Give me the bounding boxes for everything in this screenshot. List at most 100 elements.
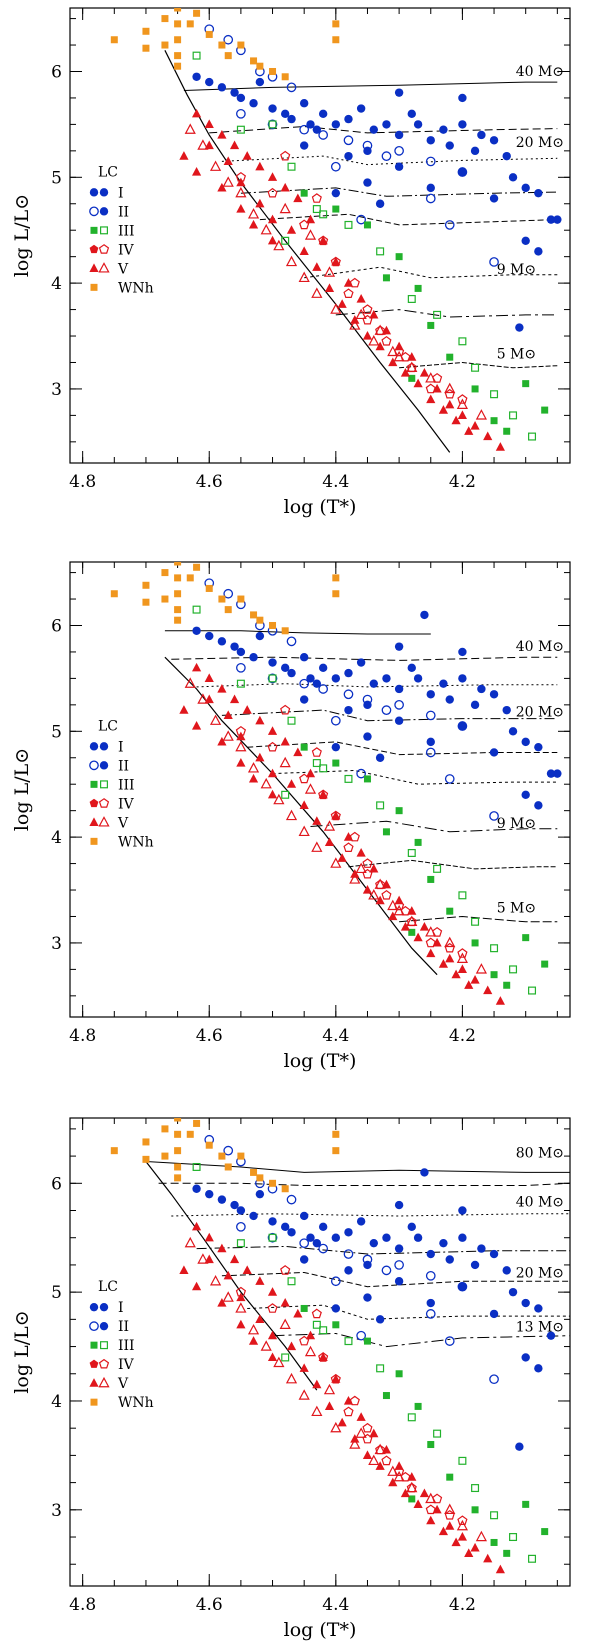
star-point-i bbox=[356, 104, 366, 113]
legend-title: LC bbox=[98, 164, 118, 180]
star-point-iii bbox=[490, 971, 498, 979]
star-point-wnh bbox=[142, 44, 150, 52]
star-point-vo bbox=[222, 1291, 234, 1302]
star-point-v bbox=[495, 1564, 505, 1574]
star-point-v bbox=[413, 378, 423, 388]
star-point-v bbox=[388, 911, 398, 921]
star-point-iii bbox=[300, 1304, 308, 1312]
star-point-i bbox=[299, 99, 309, 108]
star-point-v bbox=[293, 193, 303, 203]
legend-label-i: I bbox=[118, 739, 124, 755]
mass-label: 40 M⊙ bbox=[516, 1195, 564, 1211]
legend-marker bbox=[89, 1302, 99, 1312]
star-point-i bbox=[217, 83, 227, 92]
star-point-vo bbox=[304, 783, 317, 794]
star-point-iv bbox=[330, 256, 341, 267]
star-point-v bbox=[293, 747, 303, 757]
star-point-ii bbox=[425, 747, 436, 758]
star-point-i bbox=[521, 737, 530, 747]
star-point-vo bbox=[406, 361, 418, 372]
star-point-ii bbox=[362, 1254, 373, 1265]
x-tick-label: 4.4 bbox=[322, 1595, 349, 1615]
star-point-ii bbox=[223, 1145, 234, 1156]
zams-line bbox=[164, 656, 438, 976]
star-point-wnh bbox=[193, 563, 201, 571]
star-point-iii bbox=[332, 1321, 340, 1329]
star-point-i bbox=[546, 1331, 556, 1340]
star-point-vo bbox=[311, 841, 323, 852]
track-15-msun bbox=[240, 187, 558, 197]
legend-marker bbox=[98, 816, 110, 827]
star-point-v bbox=[280, 182, 290, 192]
star-points bbox=[110, 8, 562, 451]
star-point-v bbox=[236, 758, 246, 767]
legend-label-ii: II bbox=[118, 1319, 129, 1335]
star-point-ii bbox=[362, 694, 373, 705]
star-point-v bbox=[223, 156, 233, 166]
star-point-wnh bbox=[205, 1141, 213, 1149]
star-point-iv bbox=[343, 288, 354, 298]
legend-marker bbox=[89, 817, 99, 826]
star-point-i bbox=[287, 668, 296, 678]
star-point-vo bbox=[197, 1253, 209, 1264]
star-point-vo bbox=[298, 1389, 310, 1400]
star-point-ii bbox=[267, 1232, 278, 1243]
y-tick-label: 3 bbox=[51, 380, 62, 400]
star-point-v bbox=[204, 1254, 214, 1264]
star-point-i bbox=[375, 753, 385, 762]
star-point-wnh bbox=[256, 616, 264, 624]
star-point-v bbox=[362, 885, 373, 894]
star-point-v bbox=[375, 895, 385, 905]
y-tick-label: 4 bbox=[51, 828, 62, 848]
star-point-ii bbox=[223, 588, 234, 599]
star-point-iiio bbox=[268, 674, 277, 683]
star-point-vo bbox=[387, 899, 399, 911]
star-point-i bbox=[508, 727, 518, 736]
star-point-ii bbox=[362, 140, 373, 151]
star-point-i bbox=[458, 93, 467, 103]
star-point-i bbox=[445, 141, 454, 150]
star-point-iii bbox=[541, 1528, 549, 1536]
star-point-vo bbox=[406, 1481, 418, 1493]
star-point-ii bbox=[425, 1270, 436, 1281]
star-point-v bbox=[388, 357, 398, 367]
star-point-i bbox=[445, 695, 454, 704]
star-point-i bbox=[394, 642, 404, 651]
star-point-vo bbox=[456, 1519, 469, 1531]
star-point-i bbox=[382, 674, 391, 683]
star-point-vo bbox=[235, 186, 247, 198]
y-axis-label: log L/L⊙ bbox=[11, 194, 33, 277]
star-point-vo bbox=[456, 952, 469, 964]
star-point-i bbox=[534, 1304, 543, 1313]
star-point-iiio bbox=[471, 917, 480, 926]
star-point-iiio bbox=[490, 1511, 499, 1520]
mass-label: 13 M⊙ bbox=[516, 1320, 564, 1336]
track-12-msun bbox=[272, 769, 558, 785]
star-point-iiio bbox=[433, 864, 442, 873]
star-point-v bbox=[495, 996, 505, 1005]
star-point-v bbox=[280, 736, 290, 746]
star-point-wnh bbox=[186, 20, 194, 28]
star-point-v bbox=[369, 1428, 379, 1438]
star-point-v bbox=[426, 948, 436, 958]
star-point-v bbox=[242, 705, 252, 714]
star-point-v bbox=[255, 752, 265, 762]
star-point-wnh bbox=[237, 1152, 245, 1160]
star-point-i bbox=[546, 215, 556, 224]
star-point-ii bbox=[381, 151, 392, 161]
star-point-vo bbox=[444, 1503, 456, 1515]
hr-panel-top: 4.8 4.6 4.4 4.2 3 4 5 6 log (T*) log L/L⊙ 40 M⊙ 20 … bbox=[11, 7, 571, 518]
legend-label-ii: II bbox=[118, 758, 129, 774]
star-point-i bbox=[249, 1211, 258, 1221]
legend-label-i: I bbox=[118, 185, 124, 201]
y-tick-label: 3 bbox=[51, 1501, 62, 1521]
star-point-vo bbox=[387, 1465, 399, 1476]
star-point-v bbox=[407, 352, 417, 361]
star-point-wnh bbox=[269, 67, 277, 75]
track-13-msun bbox=[272, 1332, 570, 1348]
star-point-i bbox=[508, 1287, 518, 1297]
star-point-v bbox=[280, 1298, 290, 1307]
star-point-iiio bbox=[407, 1413, 416, 1422]
star-point-vo bbox=[235, 740, 247, 752]
star-point-iiio bbox=[471, 363, 480, 372]
